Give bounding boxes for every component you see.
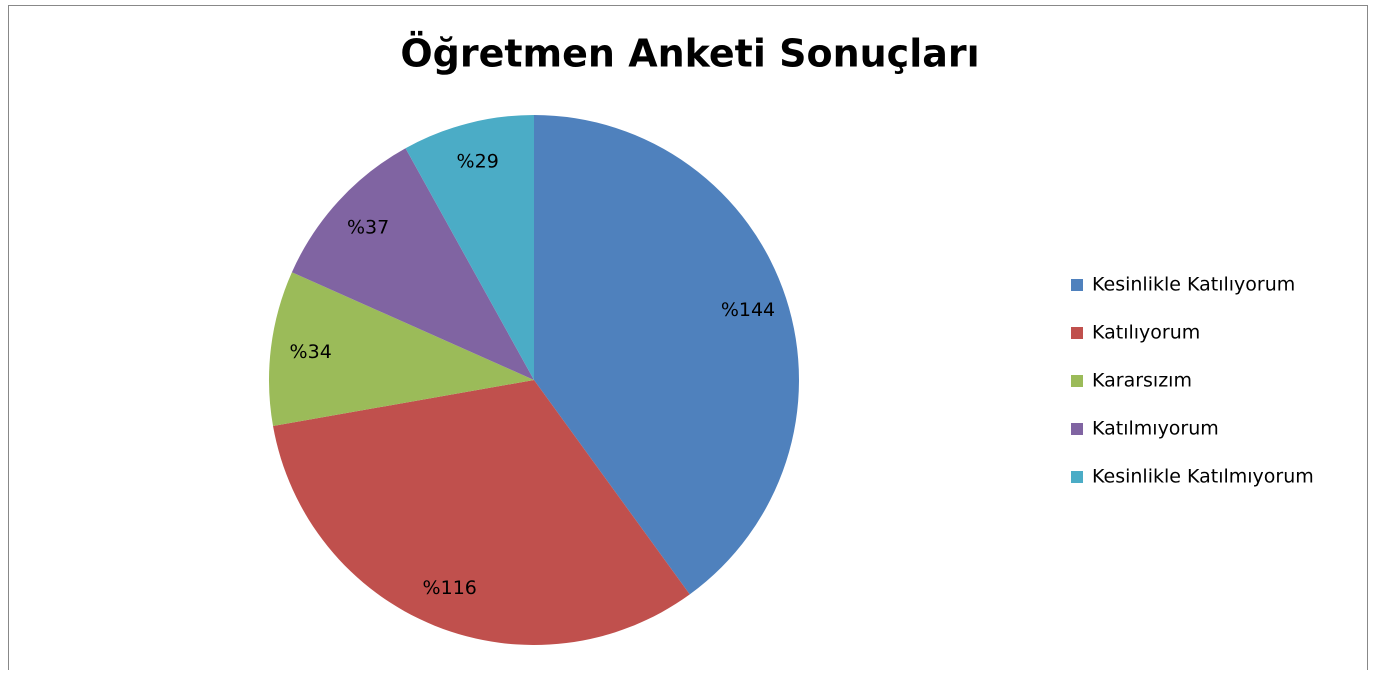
legend-label: Kesinlikle Katılmıyorum (1092, 466, 1314, 488)
legend-label: Kesinlikle Katılıyorum (1092, 274, 1295, 296)
data-label: %37 (347, 216, 389, 238)
data-label: %34 (290, 341, 332, 363)
pie-slice (269, 272, 534, 427)
chart-title: Öğretmen Anketi Sonuçları (400, 32, 979, 76)
pie-slice (534, 115, 799, 595)
legend-swatch (1071, 327, 1083, 339)
legend-swatch (1071, 423, 1083, 435)
data-label: %144 (721, 299, 775, 321)
legend-swatch (1071, 471, 1083, 483)
pie-slice (405, 115, 534, 380)
data-label: %29 (457, 151, 499, 173)
pie-slice (273, 380, 690, 646)
legend-label: Kararsızım (1092, 370, 1192, 392)
legend-swatch (1071, 279, 1083, 291)
legend-swatch (1071, 375, 1083, 387)
legend-label: Katılıyorum (1092, 322, 1200, 344)
data-label: %116 (423, 577, 477, 599)
legend-label: Katılmıyorum (1092, 418, 1219, 440)
pie-slice (291, 148, 534, 380)
